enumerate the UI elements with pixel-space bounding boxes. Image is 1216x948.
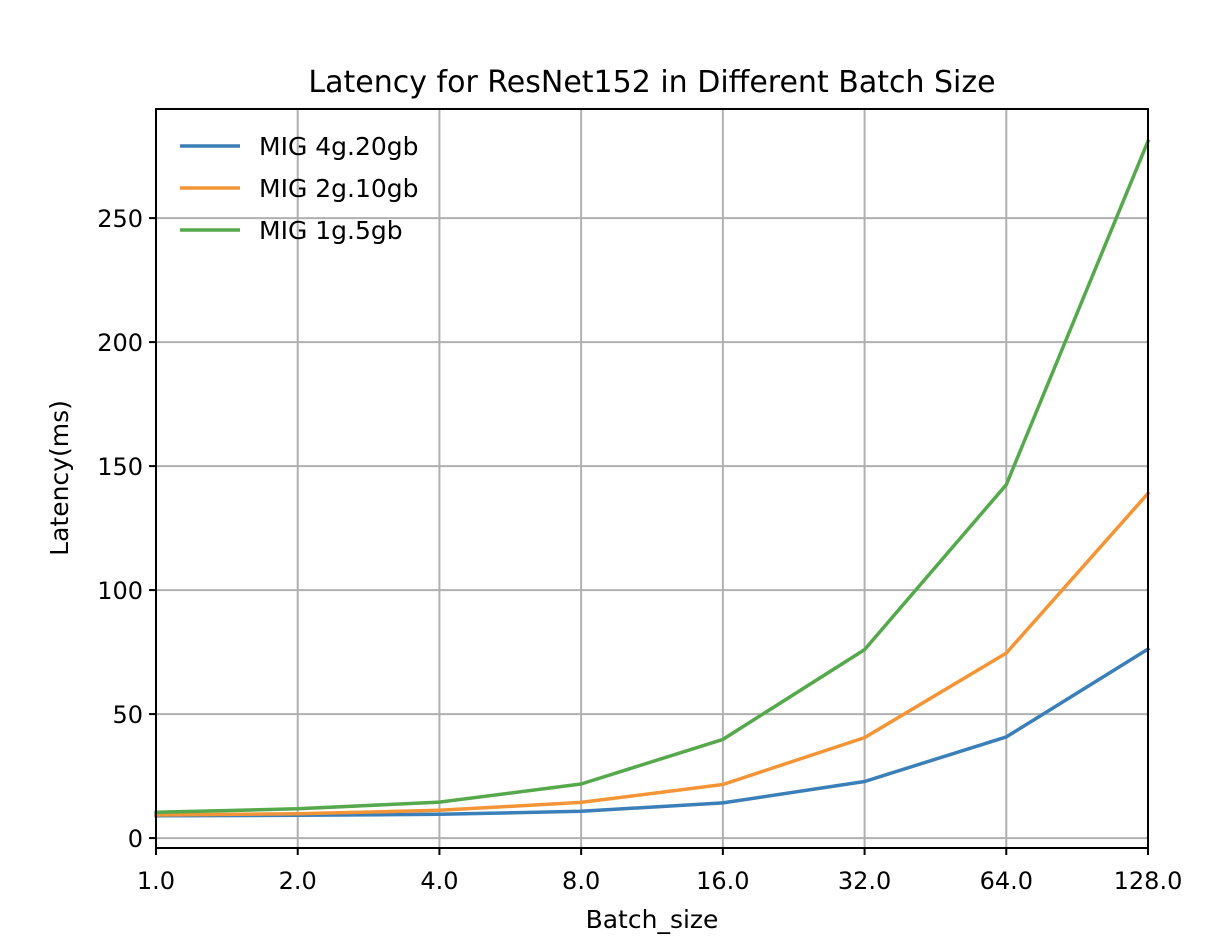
y-tick-label: 200 (97, 329, 143, 357)
chart-title: Latency for ResNet152 in Different Batch… (308, 65, 995, 100)
series-line-2 (154, 138, 1151, 815)
legend-label: MIG 4g.20gb (259, 132, 419, 161)
series-layer (154, 138, 1151, 818)
x-tick-label: 64.0 (980, 867, 1033, 895)
x-tick-label: 2.0 (279, 867, 317, 895)
grid-layer (155, 109, 1149, 848)
y-tick-label: 150 (97, 453, 143, 481)
x-tick-label: 32.0 (838, 867, 891, 895)
series-line-1 (154, 490, 1151, 817)
plot-frame (155, 108, 1149, 849)
x-tick-label: 128.0 (1114, 867, 1183, 895)
x-tick-label: 16.0 (696, 867, 749, 895)
y-tick-label: 50 (112, 701, 143, 729)
y-axis-label: Latency(ms) (45, 400, 74, 556)
legend-label: MIG 1g.5gb (259, 216, 403, 245)
y-tick-label: 250 (97, 205, 143, 233)
series-line-0 (154, 646, 1151, 818)
tick-layer: 1.0 2.0 4.0 8.0 16.0 32.0 64.0 128.0 0 50 100 150 20… (97, 205, 1182, 895)
legend-label: MIG 2g.10gb (259, 174, 419, 203)
y-tick-label: 100 (97, 577, 143, 605)
x-axis-label: Batch_size (586, 905, 719, 934)
y-tick-label: 0 (128, 825, 143, 853)
x-tick-label: 4.0 (420, 867, 458, 895)
x-tick-label: 1.0 (137, 867, 175, 895)
x-tick-label: 8.0 (562, 867, 600, 895)
legend: MIG 4g.20gb MIG 2g.10gb MIG 1g.5gb (180, 132, 419, 245)
